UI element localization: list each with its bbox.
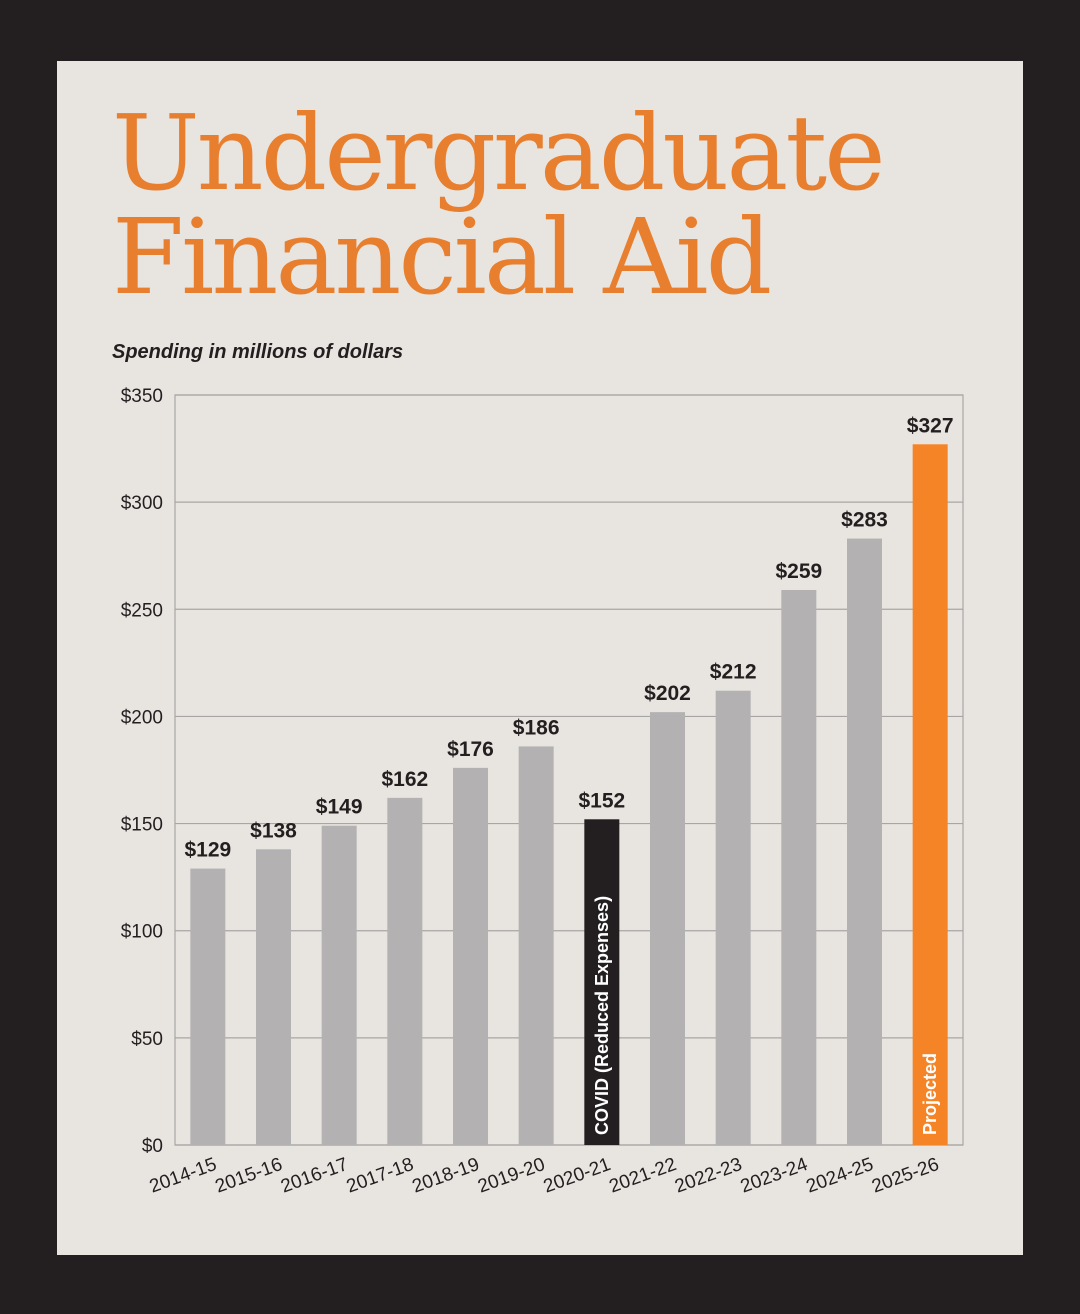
- data-label: $162: [381, 768, 428, 791]
- bar-chart: $0 $50 $100 $150 $200 $250 $300 $350 $129 2014-15…: [121, 386, 964, 1198]
- y-tick-label: $350: [121, 386, 163, 407]
- x-tick-label: 2025-26: [869, 1154, 942, 1198]
- data-label: $138: [250, 819, 297, 842]
- x-tick-label: 2020-21: [541, 1154, 614, 1198]
- bar-2023-24: [781, 590, 817, 1145]
- x-tick-label: 2019-20: [475, 1154, 548, 1198]
- data-label: $176: [447, 738, 494, 761]
- bar-2014-15: [190, 868, 226, 1145]
- bar-2021-22: [650, 712, 685, 1145]
- bar-2017-18: [387, 797, 423, 1145]
- y-tick-label: $250: [121, 600, 163, 621]
- data-label: $283: [841, 509, 888, 532]
- data-label: $129: [184, 839, 231, 862]
- y-tick-label: $200: [121, 707, 163, 728]
- chart-card: Undergraduate Financial Aid Spending in …: [57, 61, 1023, 1255]
- x-tick-label: 2024-25: [803, 1154, 876, 1198]
- data-label: $149: [316, 796, 363, 819]
- data-label: $212: [710, 661, 757, 684]
- y-tick-label: $300: [121, 493, 163, 514]
- bar-2018-19: [453, 767, 488, 1145]
- y-tick-label: $150: [121, 815, 163, 836]
- bar-annotation: Projected: [920, 1053, 940, 1135]
- data-label: $152: [578, 789, 625, 812]
- bar-2016-17: [321, 825, 357, 1145]
- bar-2019-20: [518, 746, 554, 1145]
- x-tick-label: 2016-17: [278, 1154, 351, 1198]
- x-tick-label: 2017-18: [344, 1154, 417, 1198]
- bar-2025-26: [912, 444, 948, 1145]
- bar-2015-16: [256, 849, 291, 1145]
- data-label: $202: [644, 682, 691, 705]
- y-tick-label: $0: [142, 1136, 163, 1157]
- data-label: $186: [513, 716, 560, 739]
- bar-annotation: COVID (Reduced Expenses): [592, 896, 612, 1135]
- x-tick-label: 2014-15: [147, 1154, 220, 1198]
- chart-subtitle: Spending in millions of dollars: [112, 341, 404, 363]
- x-tick-label: 2021-22: [606, 1154, 679, 1198]
- chart-title: Undergraduate Financial Aid: [112, 92, 886, 318]
- data-label: $327: [907, 414, 954, 437]
- y-tick-label: $50: [131, 1029, 163, 1050]
- x-tick-label: 2018-19: [409, 1154, 482, 1198]
- title-line-2: Financial Aid: [112, 196, 772, 318]
- title-line-1: Undergraduate: [112, 92, 886, 214]
- data-label: $259: [775, 560, 822, 583]
- bar-2024-25: [847, 538, 882, 1145]
- y-tick-label: $100: [121, 922, 163, 943]
- bar-2020-21: [584, 819, 620, 1145]
- x-tick-label: 2022-23: [672, 1154, 745, 1198]
- plot-frame: [174, 394, 964, 1146]
- bar-2022-23: [715, 690, 751, 1145]
- x-tick-label: 2015-16: [212, 1154, 285, 1198]
- x-tick-label: 2023-24: [738, 1154, 811, 1198]
